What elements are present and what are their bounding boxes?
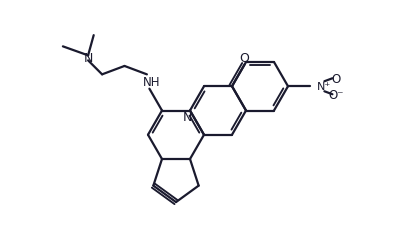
Text: NH: NH	[143, 76, 160, 89]
Text: O: O	[332, 72, 341, 85]
Text: O⁻: O⁻	[329, 88, 344, 101]
Text: N⁺: N⁺	[317, 82, 331, 92]
Text: N: N	[182, 111, 192, 123]
Text: O: O	[240, 52, 250, 65]
Text: N: N	[83, 52, 93, 64]
